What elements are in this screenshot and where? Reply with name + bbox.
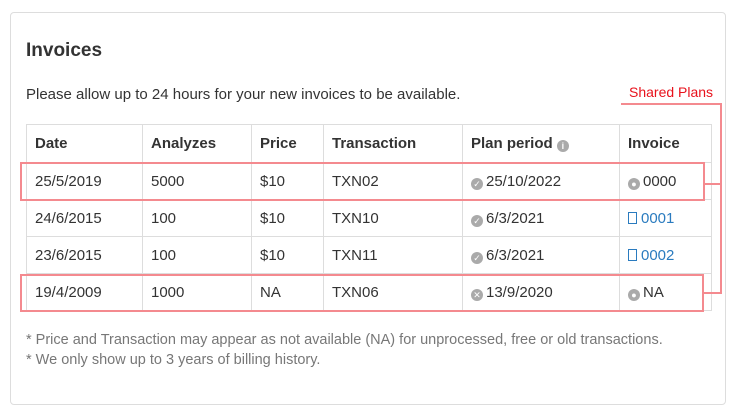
plan-period-cell: ✓ 6/3/2021 [462,199,620,237]
shared-plans-label: Shared Plans [629,84,714,100]
pdf-icon[interactable] [628,211,637,224]
date-cell: 19/4/2009 [26,273,143,311]
availability-note: Please allow up to 24 hours for your new… [26,86,461,103]
check-circle-icon: ✓ [471,214,483,227]
x-circle-icon: ✕ [471,288,483,301]
invoice-cell[interactable]: 0002 [619,236,712,274]
annotation-line [704,183,721,185]
col-analyzes: Analyzes [142,124,252,163]
check-circle-icon: ✓ [471,177,483,190]
pdf-icon[interactable] [628,248,637,261]
table-row: 23/6/2015 100 $10 TXN11 ✓ 6/3/2021 0002 [26,236,712,274]
table-row: 19/4/2009 1000 NA TXN06 ✕ 13/9/2020 ● NA [26,273,712,311]
price-cell: $10 [251,199,324,237]
invoice-cell: ● 0000 [619,162,712,200]
shared-plan-highlight [20,162,705,201]
plan-period-cell: ✓ 6/3/2021 [462,236,620,274]
table-row: 24/6/2015 100 $10 TXN10 ✓ 6/3/2021 0001 [26,199,712,237]
transaction-cell: TXN02 [323,162,463,200]
invoices-table: Date Analyzes Price Transaction Plan per… [26,124,712,311]
annotation-line [621,103,722,105]
date-cell: 25/5/2019 [26,162,143,200]
col-invoice: Invoice [619,124,712,163]
col-price: Price [251,124,324,163]
table-row: 25/5/2019 5000 $10 TXN02 ✓ 25/10/2022 ● 00… [26,162,712,200]
user-icon: ● [628,288,640,301]
invoice-number[interactable]: 0002 [641,246,675,264]
col-transaction: Transaction [323,124,463,163]
invoice-number[interactable]: 0001 [641,209,675,227]
invoice-number: 0000 [643,172,677,190]
info-icon[interactable]: i [556,140,569,152]
table-header: Date Analyzes Price Transaction Plan per… [26,124,712,163]
invoices-card [10,12,726,405]
price-cell: $10 [251,236,324,274]
transaction-cell: TXN11 [323,236,463,274]
page-title: Invoices [26,40,103,61]
annotation-line [703,292,721,294]
analyzes-cell: 5000 [142,162,252,200]
date-cell: 23/6/2015 [26,236,143,274]
transaction-cell: TXN10 [323,199,463,237]
shared-plan-highlight [20,274,704,312]
footnote: * We only show up to 3 years of billing … [26,352,321,368]
date-cell: 24/6/2015 [26,199,143,237]
analyzes-cell: 100 [142,236,252,274]
footnote: * Price and Transaction may appear as no… [26,332,663,348]
annotation-line [720,103,722,294]
analyzes-cell: 100 [142,199,252,237]
invoice-number: NA [643,283,664,301]
analyzes-cell: 1000 [142,273,252,311]
user-icon: ● [628,177,640,190]
invoice-cell[interactable]: 0001 [619,199,712,237]
col-date: Date [26,124,143,163]
check-circle-icon: ✓ [471,251,483,264]
col-plan-period: Plan period i [462,124,620,163]
